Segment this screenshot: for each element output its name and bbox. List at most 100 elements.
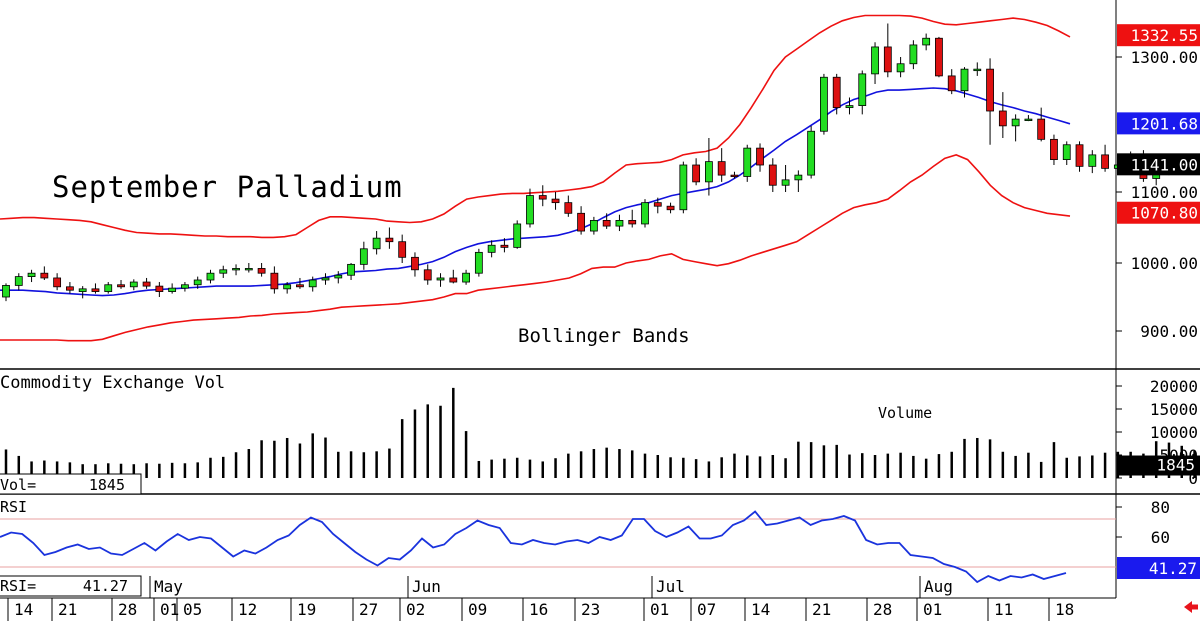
candle-body (909, 44, 918, 65)
date-tick-label: 19 (297, 600, 316, 619)
candle-body (538, 195, 547, 200)
candle (372, 231, 381, 255)
candle-body (705, 161, 713, 183)
candle (206, 269, 215, 284)
candle (602, 213, 611, 229)
candle-body (142, 281, 151, 287)
candle-body (781, 179, 790, 186)
date-tick-label: 01 (650, 600, 669, 619)
candle-body (986, 68, 994, 112)
candle (449, 269, 458, 284)
month-label: May (154, 577, 183, 596)
date-tick-label: 18 (1055, 600, 1074, 619)
candle-body (53, 277, 62, 288)
candle-body (487, 244, 496, 253)
band-upper-line (0, 14, 1071, 239)
rsi-current-flag: 41.27 (1117, 557, 1200, 579)
candle (820, 73, 828, 135)
candle-body (411, 256, 419, 271)
candle-body (577, 212, 585, 232)
candle-body (1050, 138, 1058, 161)
candle-body (244, 268, 253, 271)
volume-readout-label: Vol= (0, 476, 36, 494)
candle (423, 264, 432, 285)
candle (781, 165, 790, 192)
rsi-readout-value: 41.27 (83, 577, 128, 595)
candle-body (181, 284, 189, 289)
price-flag-label: 1141.00 (1131, 155, 1198, 174)
candle (871, 42, 879, 84)
candle-body (2, 285, 10, 298)
candle-body (257, 268, 266, 274)
candle (296, 277, 304, 289)
candle-body (1101, 154, 1109, 169)
candle-body (551, 198, 560, 204)
price-tick-label: 900.00 (1140, 322, 1198, 341)
candle (705, 138, 713, 196)
candle (283, 282, 292, 294)
candle-body (883, 46, 892, 73)
candle-body (117, 284, 125, 288)
candle-body (960, 68, 969, 92)
candle (615, 214, 624, 232)
candle-body (1088, 154, 1097, 167)
candle-body (66, 286, 74, 291)
price-flag: 1070.80 (1117, 201, 1200, 224)
candle-body (462, 272, 470, 283)
candle (2, 283, 10, 302)
candle-body (308, 279, 317, 288)
candle (922, 33, 931, 51)
month-label: Aug (924, 577, 953, 596)
candle (1088, 150, 1097, 174)
price-flags: 1332.55 1201.68 1141.00 1070.80 1845 41.27 (1117, 24, 1200, 579)
rsi-line (0, 510, 1067, 584)
candle (679, 161, 688, 214)
candle (717, 148, 726, 182)
band-lower-line (0, 154, 1071, 342)
candle-body (832, 76, 841, 109)
candle (960, 67, 969, 98)
date-tick-label: 28 (118, 600, 137, 619)
candle-body (998, 110, 1007, 127)
candle (641, 199, 649, 228)
rsi-tick-label: 60 (1151, 528, 1170, 547)
candle (986, 58, 994, 145)
date-tick-label: 14 (14, 600, 33, 619)
volume-flag-box (1117, 455, 1200, 476)
candle-body (500, 244, 509, 248)
candle (385, 227, 394, 249)
candle-body (730, 174, 739, 178)
candle (14, 273, 23, 291)
price-flag-label: 1070.80 (1131, 204, 1198, 223)
volume-flag-label: 1845 (1156, 456, 1195, 475)
candle (653, 197, 662, 214)
price-flag: 1332.55 (1117, 24, 1200, 47)
date-tick-label: 28 (873, 600, 892, 619)
candle-body (104, 284, 113, 292)
date-tick-label: 01 (160, 600, 179, 619)
price-axis-ticks: 1300.00 1100.00 1000.00 900.00 (1116, 48, 1198, 341)
candle (730, 171, 739, 179)
month-label: Jul (656, 577, 685, 596)
price-flag-box (1117, 112, 1200, 135)
date-tick-label: 02 (406, 600, 425, 619)
bands-label: Bollinger Bands (518, 325, 690, 347)
candle-body (359, 248, 368, 265)
candle-body (232, 268, 240, 271)
rsi-panel-title: RSI (0, 498, 27, 516)
candle (1037, 107, 1046, 142)
scroll-left-arrow-icon[interactable] (1184, 601, 1198, 613)
candle (462, 269, 470, 285)
candle (577, 206, 585, 235)
band-middle-line (0, 87, 1071, 297)
candle-body (372, 237, 381, 250)
candle-body (628, 219, 637, 225)
candle (832, 73, 841, 115)
candle-body (168, 287, 177, 292)
candle (1062, 141, 1071, 165)
candle (589, 216, 598, 235)
candle (756, 143, 764, 172)
candle-body (436, 277, 445, 281)
candle-body (820, 76, 828, 132)
